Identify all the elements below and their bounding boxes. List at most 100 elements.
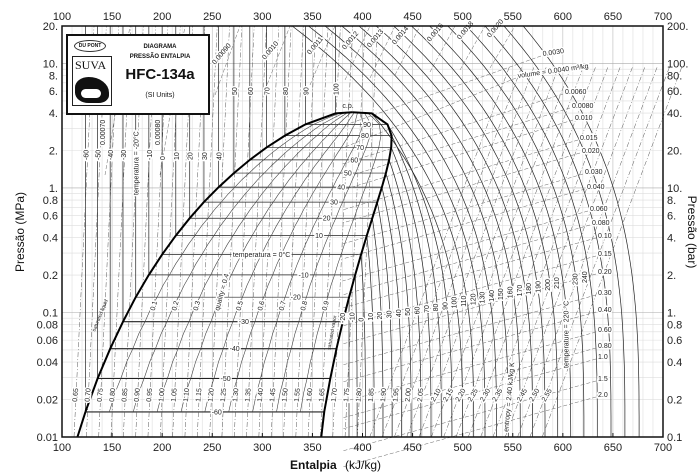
entropy-label: 1.90 <box>380 388 388 402</box>
vapor-isotherm <box>390 147 432 437</box>
vapor-isotherm-label: 190 <box>536 281 543 293</box>
legend-logo-box: DU PONT SUVA DIAGRAMA PRESSÃO ENTALPIA H… <box>66 34 210 115</box>
entropy-line <box>418 65 560 438</box>
volume-label: 0.10 <box>598 233 612 240</box>
vapor-isotherm <box>388 159 422 437</box>
liquid-isotherm-label: -10 <box>147 150 154 160</box>
entropy-label: 1.85 <box>368 388 376 402</box>
y-tick-label-left: 0.6 <box>43 211 58 223</box>
volume-line <box>342 237 597 309</box>
vapor-isotherm-label: 180 <box>526 283 533 295</box>
vapor-isotherm <box>387 124 453 437</box>
entropy-label: 1.95 <box>392 388 400 402</box>
vapor-isotherm-label: 140 <box>489 290 496 302</box>
entropy-label: 0.75 <box>97 388 105 402</box>
dome-isotherm-label: 40 <box>337 185 345 192</box>
quality-label: 0.9 <box>322 300 331 311</box>
y-tick-label-left: 0.08 <box>37 320 58 332</box>
x-tick-label-top: 650 <box>604 11 622 23</box>
volume-line <box>342 55 542 127</box>
entropy-label: 1.15 <box>195 388 203 402</box>
dome-isotherm-label: -50 <box>221 376 231 383</box>
vapor-isotherm <box>308 25 486 437</box>
entropy-label: 2.05 <box>417 388 425 402</box>
entropy-label: 1.65 <box>318 388 326 402</box>
entropy-line <box>517 65 658 438</box>
liquid-isotherm-label: temperatura = -20°C <box>133 131 141 195</box>
vapor-isotherm-label: 200 <box>545 279 552 291</box>
entropy-label: 0.95 <box>146 388 154 402</box>
x-tick-label-top: 200 <box>153 11 171 23</box>
volume-line <box>214 25 241 96</box>
liquid-isotherm-label: 60 <box>248 87 255 95</box>
volume-line <box>342 152 581 224</box>
entropy-label: 1.30 <box>232 388 240 402</box>
entropy-label: 0.85 <box>121 388 129 402</box>
entropy-line <box>196 25 218 438</box>
y-tick-label-right: 0.2 <box>667 395 682 407</box>
dome-isotherm-label: -30 <box>239 319 249 326</box>
y-tick-label-left: 20. <box>43 21 58 33</box>
dome-isotherm-label: 90 <box>363 122 371 129</box>
x-tick-label-bottom: 150 <box>103 442 121 454</box>
x-tick-label-top: 300 <box>253 11 271 23</box>
vapor-isotherm <box>391 135 442 437</box>
suva-logo: SUVA <box>72 56 112 106</box>
y-axis-label-right: Pressão (bar) <box>685 196 699 269</box>
vapor-isotherm-label: temperature = 220 °C <box>562 301 570 368</box>
liquid-isotherm-label: -40 <box>108 150 115 160</box>
volume-label: 0.80 <box>598 343 612 350</box>
entropy-line <box>221 25 243 438</box>
x-tick-label-bottom: 100 <box>53 442 71 454</box>
quality-line <box>276 113 372 412</box>
volume-label: 2.0 <box>598 392 608 399</box>
y-tick-label-left: 10. <box>43 58 58 70</box>
vapor-isotherm-label: 70 <box>424 305 431 313</box>
vapor-isotherm-label: 0 <box>359 318 366 322</box>
liquid-isotherm-label: 100 <box>334 83 341 95</box>
chart-title: HFC-134a <box>125 66 195 83</box>
volume-line <box>394 25 421 76</box>
entropy-line <box>394 65 535 438</box>
entropy-line <box>344 25 366 438</box>
quality-line <box>180 113 351 412</box>
y-tick-label-left: 0.04 <box>37 357 58 369</box>
entropy-label: 1.10 <box>183 388 191 402</box>
vapor-isotherm-label: 90 <box>442 302 449 310</box>
quality-label: 0.7 <box>279 300 288 311</box>
volume-label: 0.30 <box>598 290 612 297</box>
vapor-isotherm <box>522 25 640 437</box>
y-tick-label-right: 40. <box>667 108 682 120</box>
x-tick-label-top: 550 <box>504 11 522 23</box>
entropy-label: 1.35 <box>245 388 253 402</box>
dome-isotherm-label: -60 <box>212 409 222 416</box>
suva-logo-text: SUVA <box>75 58 107 72</box>
entropy-label: 2.45 <box>516 388 529 403</box>
saturated-vapor-extension <box>320 411 326 438</box>
volume-line <box>342 93 564 165</box>
liquid-isotherm-label: 50 <box>232 87 239 95</box>
y-tick-label-right: 6. <box>667 211 676 223</box>
quality-line <box>300 113 382 412</box>
volume-label: 0.0060 <box>565 89 587 96</box>
vapor-isotherm-label: 120 <box>470 293 477 305</box>
quality-line <box>109 113 340 412</box>
vapor-isotherm <box>360 254 366 437</box>
entropy-label: 1.60 <box>306 388 314 402</box>
vapor-isotherm-label: 230 <box>573 273 580 285</box>
liquid-isotherm-label: 30 <box>202 152 209 160</box>
volume-label: 0.15 <box>598 251 612 258</box>
entropy-line <box>381 65 523 438</box>
volume-label: 0.0010 <box>261 40 280 61</box>
volume-label: 1.5 <box>598 376 608 383</box>
volume-label: 0.20 <box>598 269 612 276</box>
dome-isotherm-label: 60 <box>350 157 358 164</box>
volume-line <box>264 25 291 91</box>
volume-label: 0.040 <box>587 184 605 191</box>
liquid-isotherm-label: -60 <box>83 150 90 160</box>
entropy-line <box>492 65 634 438</box>
entropy-line <box>320 25 341 438</box>
entropy-label: 0.70 <box>84 388 92 402</box>
entropy-label: 1.75 <box>343 388 351 402</box>
